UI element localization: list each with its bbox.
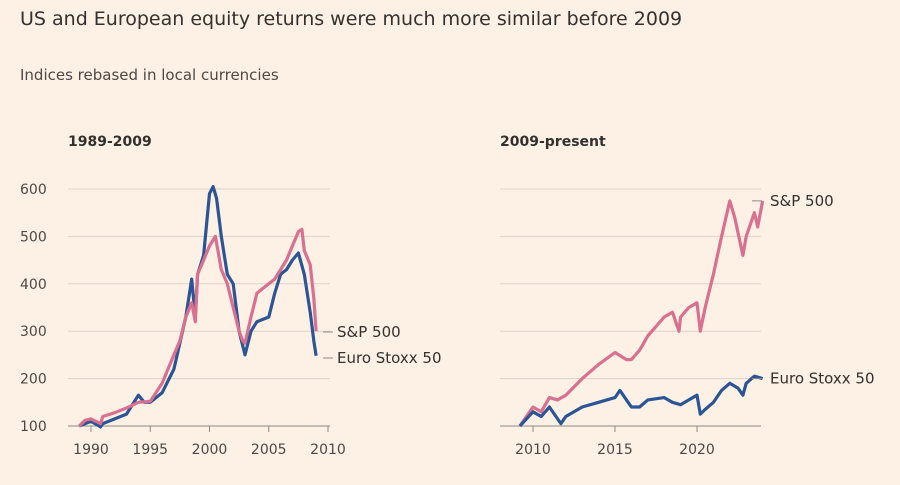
x-tick-label: 2015 bbox=[597, 442, 633, 458]
series-label-sp500: S&P 500 bbox=[337, 323, 401, 341]
series-label-eurostoxx: Euro Stoxx 50 bbox=[337, 349, 442, 367]
y-tick-label: 100 bbox=[20, 419, 47, 435]
series-line-sp500 bbox=[78, 227, 318, 428]
series-line-eurostoxx bbox=[518, 374, 764, 428]
x-tick-label: 1990 bbox=[73, 442, 109, 458]
series-line-sp500 bbox=[518, 199, 765, 427]
y-tick-label: 500 bbox=[20, 229, 47, 245]
x-tick-label: 2020 bbox=[679, 442, 715, 458]
x-tick-label: 2010 bbox=[310, 442, 346, 458]
x-tick-label: 2010 bbox=[515, 442, 551, 458]
panel-title: 1989-2009 bbox=[68, 134, 152, 150]
series-label-sp500: S&P 500 bbox=[770, 192, 834, 210]
x-tick-label: 1995 bbox=[132, 442, 168, 458]
series-label-eurostoxx: Euro Stoxx 50 bbox=[770, 370, 875, 388]
x-tick-label: 2000 bbox=[192, 442, 228, 458]
series-line-eurostoxx bbox=[78, 185, 318, 429]
chart-subtitle: Indices rebased in local currencies bbox=[20, 66, 279, 84]
y-tick-label: 200 bbox=[20, 372, 47, 388]
y-tick-label: 300 bbox=[20, 324, 47, 340]
chart-title: US and European equity returns were much… bbox=[20, 8, 683, 30]
y-tick-label: 400 bbox=[20, 277, 47, 293]
panel-title: 2009-present bbox=[500, 134, 606, 150]
y-tick-label: 600 bbox=[20, 182, 47, 198]
x-tick-label: 2005 bbox=[251, 442, 287, 458]
